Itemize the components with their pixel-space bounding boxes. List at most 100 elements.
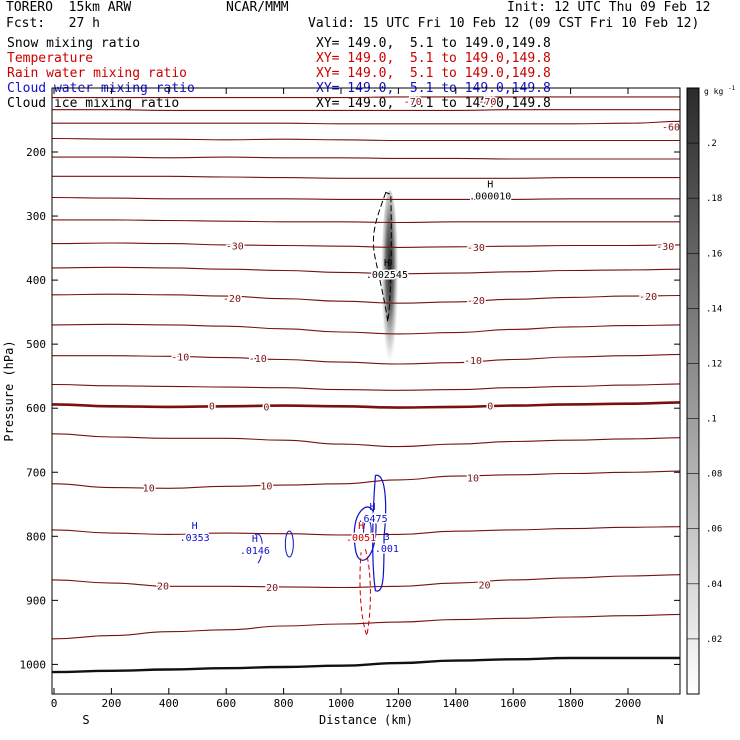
temperature-label: 0 xyxy=(209,402,215,413)
rain-water-contour xyxy=(359,548,371,638)
extremum-label: 3.001 xyxy=(373,532,400,557)
colorbar: .02 .04 .06 .08 .1 .12 .14 .16 .18 .2 g kg -1 xyxy=(686,85,736,695)
extremum-label: H.0146 xyxy=(238,534,271,559)
field-label-rain: Rain water mixing ratio xyxy=(7,66,188,81)
temperature-contour--30 xyxy=(52,242,680,248)
x-tick-label: 400 xyxy=(159,697,179,710)
extremum-value: .0353 xyxy=(180,533,210,544)
temperature-label: 10 xyxy=(143,484,155,495)
extremum-label: H.0353 xyxy=(178,521,211,546)
plot-area: -70 -70 -60 -30 -30 -30 -20 -20 -20 -10 -10 -10 0 0 0 1… xyxy=(20,87,681,710)
x-tick-label: 1400 xyxy=(443,697,470,710)
x-tick-label: 2000 xyxy=(615,697,642,710)
extremum-letter: H xyxy=(384,258,390,269)
cloud-and-rain-contours xyxy=(254,474,387,638)
colorbar-tick-label: .14 xyxy=(706,304,722,314)
valid-label: Valid: 15 UTC Fri 10 Feb 12 (09 CST Fri … xyxy=(308,16,700,31)
model-label: TORERO 15km ARW xyxy=(6,0,132,15)
temperature-label: 10 xyxy=(467,473,479,484)
temperature-label: -10 xyxy=(464,356,482,367)
org-label: NCAR/MMM xyxy=(226,0,289,15)
y-tick-label: 800 xyxy=(26,530,46,543)
x-axis-left-end-label: S xyxy=(82,713,89,727)
extremum-letter: 3 xyxy=(384,532,390,543)
temperature-contour--10 xyxy=(52,353,680,365)
cloud-ice-contour xyxy=(372,191,392,322)
cloud-water-contour-west xyxy=(254,533,263,564)
y-tick-label: 400 xyxy=(26,274,46,287)
extremum-value: .6475 xyxy=(358,514,388,525)
colorbar-unit: g kg xyxy=(704,87,723,96)
colorbar-ticks: .02 .04 .06 .08 .1 .12 .14 .16 .18 .2 xyxy=(687,139,722,645)
temperature-label: -60 xyxy=(662,122,680,133)
y-tick-label: 500 xyxy=(26,338,46,351)
extremum-value: .0051 xyxy=(346,533,376,544)
extremum-label: H.000010 xyxy=(468,180,513,205)
x-tick-label: 1800 xyxy=(557,697,584,710)
x-tick-label: 200 xyxy=(101,697,121,710)
temperature-contour--20 xyxy=(52,293,680,304)
temperature-contour-25 xyxy=(52,613,680,640)
extremum-letter: H xyxy=(358,521,364,532)
extremum-label: H.002545 xyxy=(364,258,409,283)
colorbar-tick-label: .02 xyxy=(706,635,722,645)
field-xy-temperature: XY= 149.0, 5.1 to 149.0,149.8 xyxy=(316,51,551,66)
field-label-snow: Snow mixing ratio xyxy=(7,36,141,51)
x-tick-label: 1000 xyxy=(328,697,355,710)
field-label-cloud-ice: Cloud ice mixing ratio xyxy=(7,96,180,111)
plot-frame xyxy=(51,87,681,695)
temperature-contour--35 xyxy=(52,219,680,224)
temperature-contour--40 xyxy=(52,196,680,200)
axes: 0 200 400 600 800 1000 1200 1400 1600 1800 2000200… xyxy=(20,88,680,710)
x-tick-label: 0 xyxy=(51,697,58,710)
field-xy-snow: XY= 149.0, 5.1 to 149.0,149.8 xyxy=(316,36,551,51)
x-tick-label: 800 xyxy=(274,697,294,710)
extremum-letter: H xyxy=(370,502,376,513)
x-axis-right-end-label: N xyxy=(656,713,663,727)
x-tick-label: 1200 xyxy=(385,697,412,710)
temperature-label: -70 xyxy=(478,97,496,108)
colorbar-tick-label: .12 xyxy=(706,359,722,369)
y-tick-label: 300 xyxy=(26,210,46,223)
y-tick-label: 1000 xyxy=(20,658,47,671)
temperature-contour-5 xyxy=(52,433,680,448)
extremum-value: .002545 xyxy=(366,270,408,281)
x-axis-label: Distance (km) xyxy=(319,713,413,727)
colorbar-tick-label: .04 xyxy=(706,580,722,590)
temperature-contour-10 xyxy=(52,470,680,489)
cloud-water-contour-blob xyxy=(284,530,294,558)
extremum-letter: H xyxy=(252,534,258,545)
x-tick-label: 600 xyxy=(216,697,236,710)
colorbar-tick-label: .16 xyxy=(706,249,722,259)
field-xy-cloud-ice: XY= 149.0, 5.1 to 149.0,149.8 xyxy=(316,96,551,111)
temperature-contour--65 xyxy=(52,109,680,111)
temperature-contour--70 xyxy=(52,96,680,99)
cloud-water-contour-inner xyxy=(353,506,377,561)
contour-labels: -70 -70 -60 -30 -30 -30 -20 -20 -20 -10 -10 -10 0 0 0 1… xyxy=(141,95,680,595)
y-tick-label: 700 xyxy=(26,466,46,479)
colorbar-ramp xyxy=(686,87,700,695)
temperature-contour-30 xyxy=(52,656,680,674)
extremum-label: H.6475 xyxy=(356,502,389,527)
temperature-label: -10 xyxy=(171,352,189,363)
cloud-water-contour-core xyxy=(363,519,372,542)
y-tick-label: 900 xyxy=(26,594,46,607)
temperature-label: 0 xyxy=(263,402,269,413)
extremum-value: .001 xyxy=(375,544,399,555)
temperature-contour--60 xyxy=(52,120,680,125)
temperature-contour--5 xyxy=(52,383,680,391)
fcst-label: Fcst: 27 h xyxy=(6,16,100,31)
colorbar-tick-label: .08 xyxy=(706,470,722,480)
extremum-letter: H xyxy=(192,521,198,532)
temperature-label: 20 xyxy=(157,582,169,593)
y-tick-label: 200 xyxy=(26,146,46,159)
colorbar-tick-label: .18 xyxy=(706,194,722,204)
temperature-contour--15 xyxy=(52,323,680,335)
temperature-label: 10 xyxy=(260,482,272,493)
extremum-value: .000010 xyxy=(469,192,511,203)
colorbar-tick-label: .1 xyxy=(706,415,717,425)
colorbar-unit-exponent: -1 xyxy=(728,85,736,92)
temperature-contour--50 xyxy=(52,156,680,160)
temperature-label: -20 xyxy=(223,294,241,305)
